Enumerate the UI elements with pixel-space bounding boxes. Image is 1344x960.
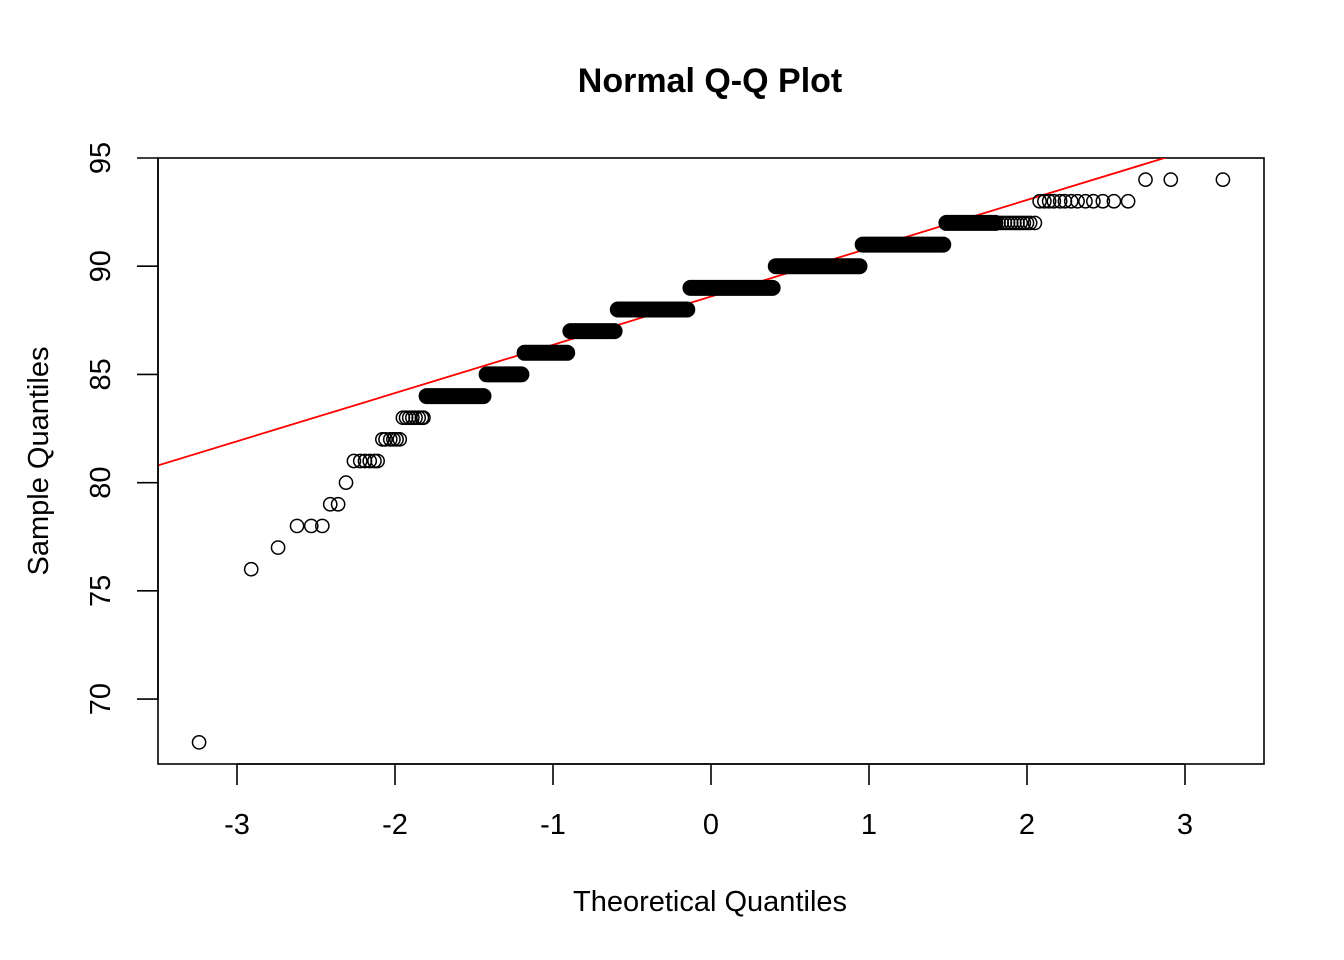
data-point xyxy=(1052,193,1068,209)
data-point xyxy=(322,496,338,512)
data-point xyxy=(346,453,362,469)
data-point xyxy=(392,432,408,447)
y-tick-label: 85 xyxy=(85,358,117,390)
x-tick-label: -1 xyxy=(540,809,566,841)
data-point xyxy=(1022,215,1038,231)
y-tick-label: 70 xyxy=(85,683,117,715)
data-point xyxy=(416,410,431,426)
data-point xyxy=(378,432,393,447)
chart-title: Normal Q-Q Plot xyxy=(578,62,842,100)
x-tick-label: 3 xyxy=(1177,809,1193,841)
data-point xyxy=(270,540,286,555)
y-tick-label: 95 xyxy=(85,142,117,174)
data-point xyxy=(1027,215,1043,231)
data-point xyxy=(1070,193,1085,209)
data-point xyxy=(289,518,305,534)
data-point xyxy=(303,518,319,534)
data-point xyxy=(314,518,330,534)
data-point xyxy=(1086,193,1101,209)
x-tick-label: -3 xyxy=(224,809,250,841)
data-point xyxy=(330,496,346,512)
data-point xyxy=(1106,193,1122,209)
data-point xyxy=(352,453,368,469)
plot-frame xyxy=(157,157,1265,765)
data-point xyxy=(1215,172,1231,187)
data-point xyxy=(1078,193,1093,209)
reference-line-group xyxy=(158,158,1168,467)
data-point xyxy=(338,475,354,490)
qq-reference-line xyxy=(158,158,1168,467)
data-point xyxy=(243,561,259,577)
x-tick-label: 0 xyxy=(703,809,719,841)
data-point xyxy=(1163,172,1179,187)
data-points xyxy=(191,172,1231,750)
data-point xyxy=(370,453,385,469)
data-point xyxy=(362,453,378,469)
data-point xyxy=(191,735,207,750)
y-axis: 70 75 80 85 90 95 xyxy=(85,142,159,715)
y-axis-label: Sample Quantiles xyxy=(23,347,55,576)
data-point xyxy=(1063,193,1079,209)
x-tick-label: 2 xyxy=(1019,809,1035,841)
data-point xyxy=(1032,193,1047,209)
x-axis-label: Theoretical Quantiles xyxy=(573,886,847,918)
data-point xyxy=(1037,193,1052,209)
y-tick-label: 75 xyxy=(85,575,117,607)
y-tick-label: 80 xyxy=(85,467,117,499)
data-point xyxy=(1120,193,1136,209)
data-point xyxy=(1041,193,1057,209)
data-point xyxy=(1138,172,1153,187)
x-axis: -3 -2 -1 0 1 2 3 xyxy=(224,763,1193,841)
x-tick-label: -2 xyxy=(382,809,408,841)
data-point xyxy=(1046,193,1062,209)
y-tick-label: 90 xyxy=(85,250,117,282)
data-point xyxy=(1095,193,1111,209)
x-tick-label: 1 xyxy=(861,809,877,841)
